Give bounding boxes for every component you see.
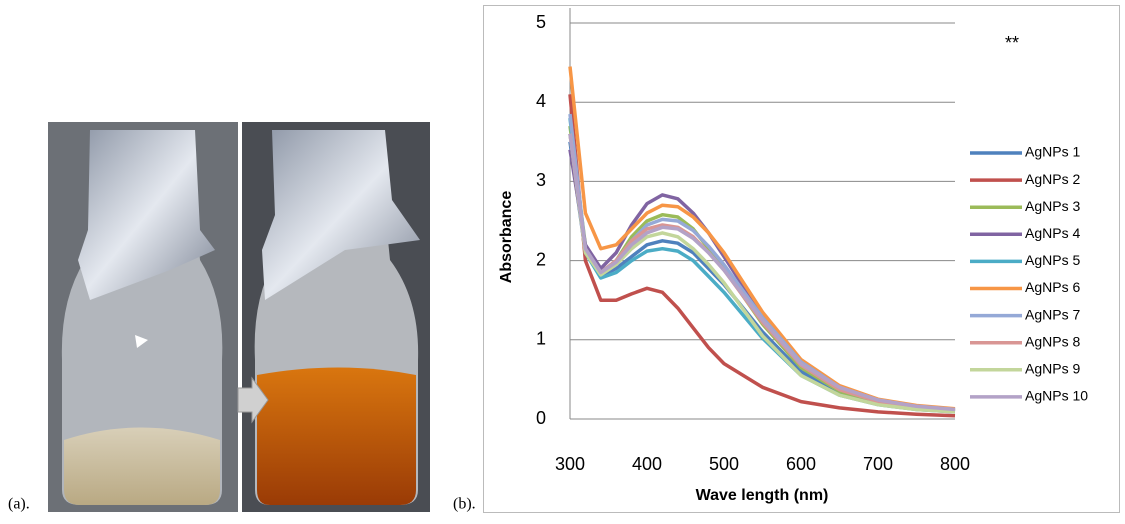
series-line xyxy=(568,133,956,413)
x-axis-title: Wave length (nm) xyxy=(696,487,829,504)
legend-label: AgNPs 7 xyxy=(1025,306,1080,322)
annotation: ** xyxy=(1005,33,1019,53)
series-line xyxy=(568,117,956,414)
panel-label: (b). xyxy=(453,496,476,513)
x-tick-label: 700 xyxy=(863,454,893,474)
series-line xyxy=(568,133,956,412)
legend-label: AgNPs 5 xyxy=(1025,252,1080,268)
series-line xyxy=(568,141,956,413)
y-tick-label: 3 xyxy=(536,170,546,190)
legend-label: AgNPs 1 xyxy=(1025,144,1080,160)
photo-before xyxy=(48,122,238,512)
legend-label: AgNPs 6 xyxy=(1025,279,1080,295)
y-tick-label: 5 xyxy=(536,12,546,32)
chart-frame xyxy=(483,5,1120,513)
legend-label: AgNPs 10 xyxy=(1025,388,1088,404)
y-tick-label: 4 xyxy=(536,91,546,111)
legend-label: AgNPs 2 xyxy=(1025,171,1080,187)
series-line xyxy=(568,66,956,411)
series-line xyxy=(568,125,956,413)
series-line xyxy=(568,94,956,418)
photo-after xyxy=(237,122,430,512)
y-axis-title: Absorbance xyxy=(498,191,515,284)
x-tick-label: 500 xyxy=(709,454,739,474)
y-tick-label: 0 xyxy=(536,408,546,428)
plot: 0 1 2 3 4 5 300 400 500 600 700 800 AgNPs 1 AgNPs 2 Ag… xyxy=(536,8,1088,474)
series-line xyxy=(568,149,956,413)
y-tick-label: 1 xyxy=(536,329,546,349)
y-tick-label: 2 xyxy=(536,249,546,269)
panel-label: (a). xyxy=(8,496,30,513)
legend-label: AgNPs 4 xyxy=(1025,225,1080,241)
legend-label: AgNPs 8 xyxy=(1025,333,1080,349)
x-tick-label: 800 xyxy=(940,454,970,474)
legend-label: AgNPs 3 xyxy=(1025,198,1080,214)
x-tick-label: 400 xyxy=(632,454,662,474)
x-tick-label: 300 xyxy=(555,454,585,474)
legend-label: AgNPs 9 xyxy=(1025,361,1080,377)
x-tick-label: 600 xyxy=(786,454,816,474)
series-line xyxy=(568,133,956,414)
